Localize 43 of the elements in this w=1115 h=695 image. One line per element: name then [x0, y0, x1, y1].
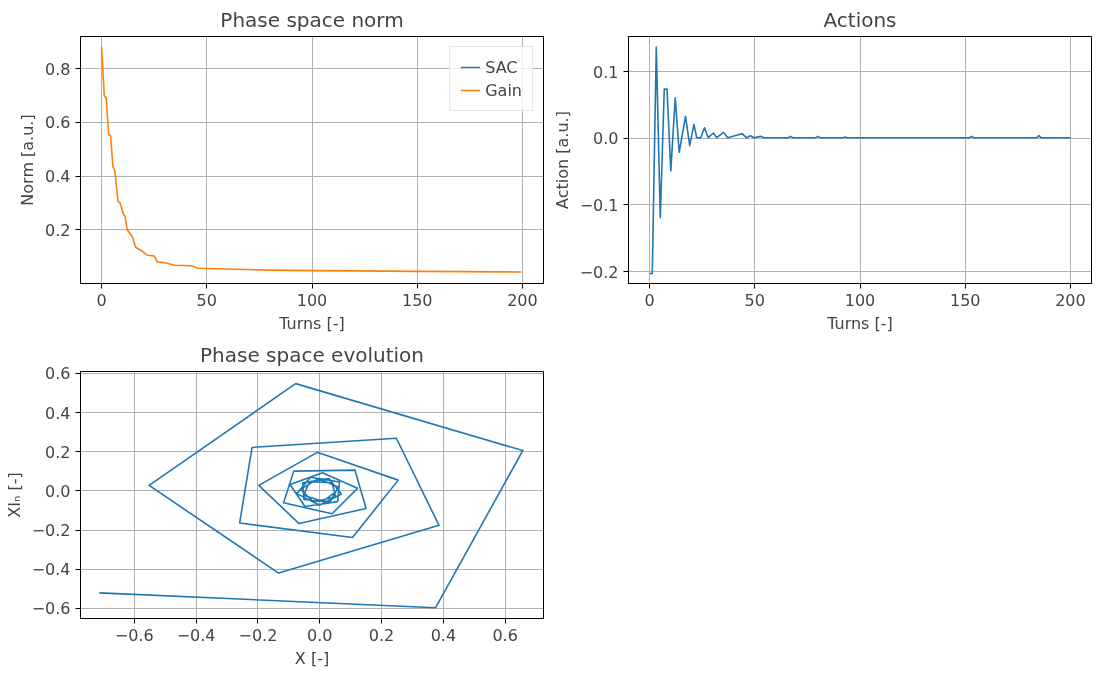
y-axis-title: Norm [a.u.] — [18, 114, 38, 206]
y-tick-label: −0.1 — [579, 195, 619, 215]
x-tick-label: −0.6 — [114, 625, 154, 645]
y-tick-label: −0.2 — [31, 521, 71, 541]
y-tick-label: −0.2 — [579, 262, 619, 282]
x-axis-title: Turns [-] — [278, 313, 345, 333]
y-tick-label: 0.0 — [45, 481, 71, 501]
x-tick-label: 0 — [644, 290, 655, 310]
chart-title: Actions — [823, 7, 897, 32]
x-tick-label: −0.2 — [238, 625, 278, 645]
x-tick-label: 0.4 — [430, 625, 457, 645]
y-tick-label: −0.6 — [31, 599, 71, 619]
y-tick-label: 0.6 — [45, 364, 71, 384]
x-tick-label: 100 — [296, 290, 328, 310]
x-axis-title: X [-] — [294, 648, 330, 668]
x-tick-label: 200 — [1055, 290, 1086, 310]
legend-label: Gain — [485, 80, 522, 100]
y-tick-label: 0.4 — [45, 167, 71, 187]
legend-label: SAC — [485, 57, 518, 77]
y-axis-title: XIₙ [-] — [4, 472, 24, 518]
chart-title: Phase space norm — [220, 7, 404, 32]
x-tick-label: 100 — [844, 290, 876, 310]
x-tick-label: 0.0 — [307, 625, 333, 645]
x-tick-label: 200 — [507, 290, 538, 310]
x-tick-label: −0.4 — [176, 625, 216, 645]
x-axis-title: Turns [-] — [826, 313, 893, 333]
chart-title: Phase space evolution — [199, 342, 425, 367]
x-tick-label: 0.2 — [368, 625, 395, 645]
x-tick-label: 0.6 — [492, 625, 518, 645]
x-tick-label: 50 — [744, 290, 765, 310]
x-tick-label: 150 — [949, 290, 981, 310]
y-tick-label: 0.8 — [45, 59, 71, 79]
y-tick-label: 0.0 — [593, 129, 619, 149]
y-tick-label: −0.4 — [31, 560, 71, 580]
y-tick-label: 0.1 — [593, 62, 619, 82]
y-tick-label: 0.6 — [45, 113, 71, 133]
x-tick-label: 0 — [96, 290, 107, 310]
y-tick-label: 0.4 — [45, 403, 71, 423]
x-tick-label: 150 — [401, 290, 433, 310]
y-tick-label: 0.2 — [45, 442, 71, 462]
x-tick-label: 50 — [196, 290, 217, 310]
y-axis-title: Action [a.u.] — [552, 111, 572, 209]
y-tick-label: 0.2 — [45, 220, 71, 240]
